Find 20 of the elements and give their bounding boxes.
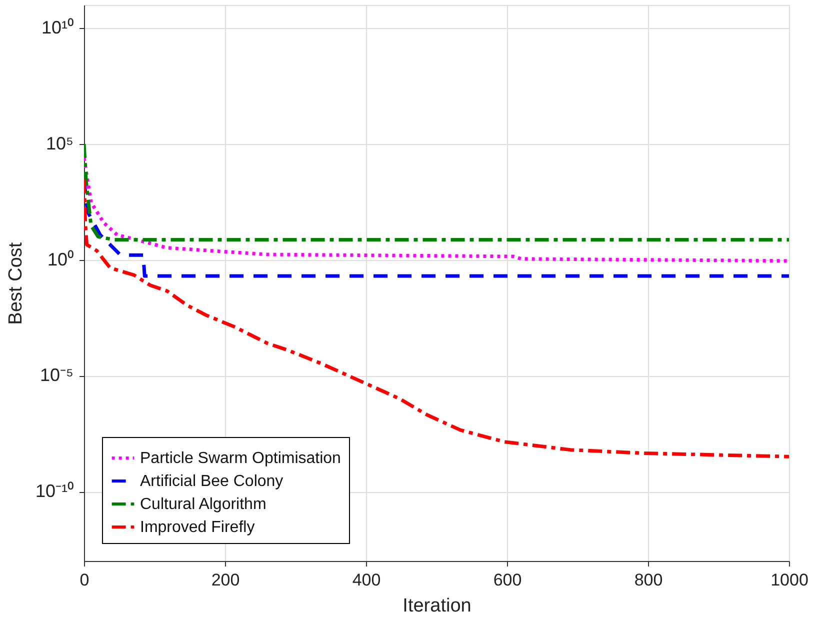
y-tick-label: 10⁻⁵ (40, 365, 74, 386)
x-tick-label: 400 (352, 570, 381, 590)
y-tick-label: 10⁵ (46, 134, 74, 154)
legend-label: Improved Firefly (140, 519, 255, 536)
x-tick-label: 0 (80, 570, 90, 590)
line-series (84, 156, 789, 263)
x-tick-label: 200 (211, 570, 240, 590)
y-tick-label: 10⁰ (47, 249, 74, 270)
legend-label: Artificial Bee Colony (140, 473, 284, 490)
x-tick-label: 1000 (770, 570, 808, 590)
x-tick-label: 800 (634, 570, 663, 590)
x-axis-title: Iteration (402, 596, 472, 616)
y-tick-label: 10⁻¹⁰ (35, 481, 74, 501)
line-series (84, 178, 789, 278)
y-tick-label: 10¹⁰ (41, 18, 74, 38)
legend-label: Particle Swarm Optimisation (140, 450, 341, 467)
legend-label: Cultural Algorithm (140, 496, 266, 513)
y-axis-title: Best Cost (5, 242, 26, 325)
x-tick-label: 600 (493, 570, 522, 590)
line-series (84, 142, 789, 242)
